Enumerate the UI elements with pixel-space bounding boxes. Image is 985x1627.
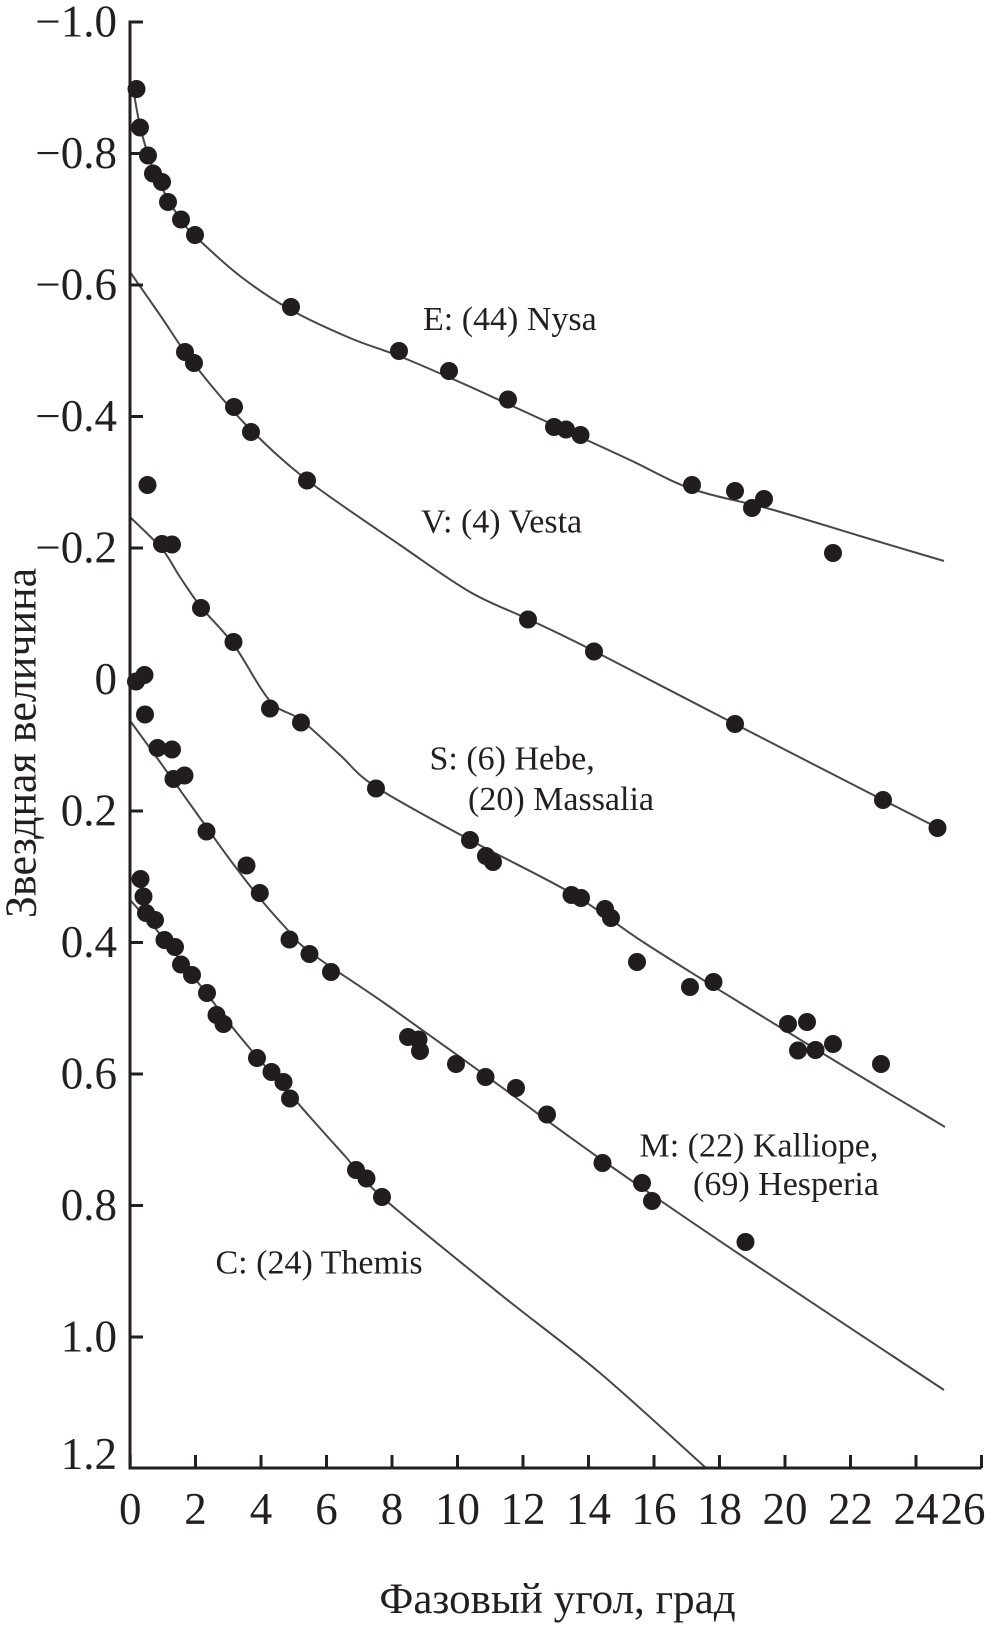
svg-text:−1.0: −1.0 bbox=[35, 0, 117, 47]
svg-text:0.8: 0.8 bbox=[61, 1180, 117, 1230]
svg-text:−0.4: −0.4 bbox=[35, 391, 117, 441]
svg-text:16: 16 bbox=[632, 1484, 677, 1534]
svg-text:−0.6: −0.6 bbox=[35, 260, 117, 310]
svg-text:(20) Massalia: (20) Massalia bbox=[468, 781, 654, 818]
svg-text:18: 18 bbox=[697, 1484, 742, 1534]
svg-text:26: 26 bbox=[941, 1484, 985, 1534]
svg-text:14: 14 bbox=[566, 1484, 611, 1534]
svg-text:−0.2: −0.2 bbox=[35, 523, 117, 573]
svg-text:12: 12 bbox=[501, 1484, 546, 1534]
svg-text:0.2: 0.2 bbox=[61, 786, 117, 836]
svg-text:1.0: 1.0 bbox=[61, 1312, 117, 1362]
svg-text:−0.8: −0.8 bbox=[35, 128, 117, 178]
svg-text:1.2: 1.2 bbox=[61, 1429, 117, 1479]
svg-text:0: 0 bbox=[95, 654, 118, 704]
svg-text:Звездная величина: Звездная величина bbox=[0, 568, 46, 918]
svg-text:4: 4 bbox=[250, 1484, 273, 1534]
svg-text:6: 6 bbox=[315, 1484, 338, 1534]
svg-text:0: 0 bbox=[119, 1484, 142, 1534]
svg-text:(69) Hesperia: (69) Hesperia bbox=[693, 1166, 879, 1203]
svg-text:E: (44) Nysa: E: (44) Nysa bbox=[423, 301, 597, 338]
svg-text:10: 10 bbox=[435, 1484, 480, 1534]
svg-text:8: 8 bbox=[381, 1484, 404, 1534]
svg-text:0.6: 0.6 bbox=[61, 1049, 117, 1099]
svg-text:C: (24) Themis: C: (24) Themis bbox=[216, 1245, 423, 1282]
svg-text:22: 22 bbox=[828, 1484, 873, 1534]
svg-text:2: 2 bbox=[184, 1484, 207, 1534]
svg-text:20: 20 bbox=[763, 1484, 808, 1534]
svg-text:Фазовый угол, град: Фазовый угол, град bbox=[379, 1576, 735, 1623]
svg-text:M: (22) Kalliope,: M: (22) Kalliope, bbox=[640, 1128, 879, 1165]
svg-text:V: (4) Vesta: V: (4) Vesta bbox=[421, 504, 582, 541]
svg-text:0.4: 0.4 bbox=[61, 917, 117, 967]
svg-text:S: (6) Hebe,: S: (6) Hebe, bbox=[430, 741, 595, 778]
svg-text:24: 24 bbox=[894, 1484, 939, 1534]
